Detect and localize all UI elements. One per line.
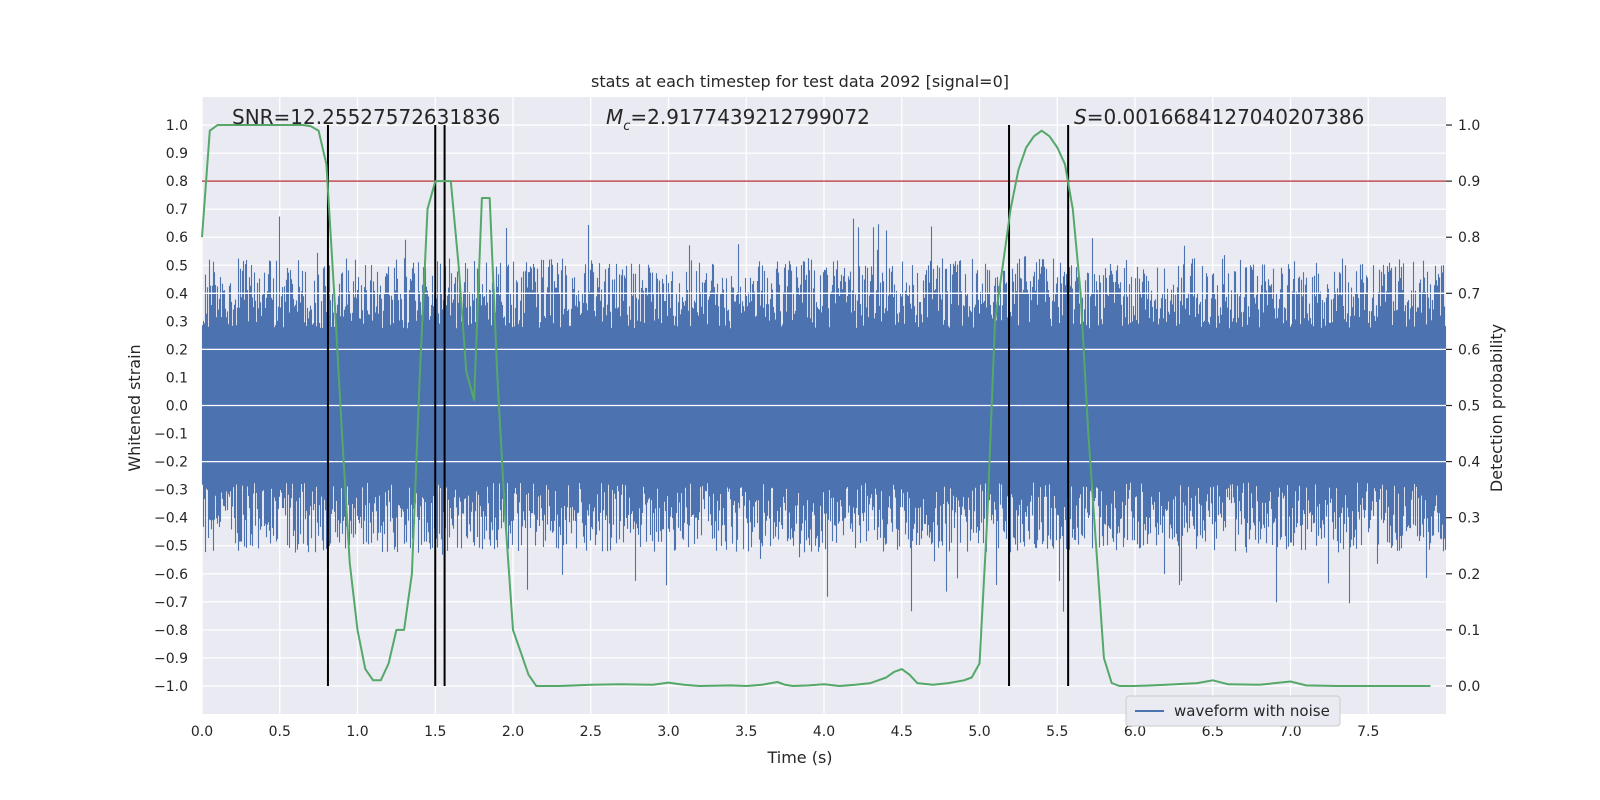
y-left-tick-label: 0.3 [166,314,188,330]
legend: waveform with noise [1125,695,1341,727]
x-tick-label: 7.5 [1357,724,1379,740]
y-left-tick-label: −1.0 [154,679,188,695]
y-axis-right-title: Detection probability [1487,324,1506,492]
x-tick-label: 6.5 [1202,724,1224,740]
y-right-tick-label: 0.7 [1458,286,1480,302]
x-tick-label: 3.0 [657,724,679,740]
chirp-mass-value: =2.9177439212799072 [630,105,869,129]
y-right-tick-label: 0.6 [1458,342,1480,358]
x-tick-label: 3.5 [735,724,757,740]
y-left-tick-label: 0.9 [166,146,188,162]
y-left-tick-label: −0.9 [154,651,188,667]
y-left-tick-label: 0.5 [166,258,188,274]
x-tick-label: 4.0 [813,724,835,740]
y-left-tick-label: −0.3 [154,483,188,499]
chirp-mass-subscript: c [623,119,630,134]
chirp-mass-symbol: M [606,105,623,129]
y-left-tick-label: 0.8 [166,174,188,190]
x-tick-label: 0.5 [269,724,291,740]
y-left-tick-label: 0.7 [166,202,188,218]
x-tick-label: 1.5 [424,724,446,740]
y-left-tick-label: −0.6 [154,567,188,583]
x-axis-title: Time (s) [766,748,832,767]
y-left-tick-label: 0.0 [166,399,188,415]
x-axis-ticks: 0.0 0.5 1.0 1.5 2.0 2.5 3.0 3.5 4.0 4.5 5.0 5.5 6.0 6… [191,724,1380,740]
waveform-series [201,216,1447,612]
x-tick-label: 1.0 [346,724,368,740]
y-left-tick-label: 0.6 [166,230,188,246]
y-axis-left-title: Whitened strain [125,344,144,471]
y-right-tick-label: 0.8 [1458,230,1480,246]
s-symbol: S [1074,105,1087,129]
chart-title: stats at each timestep for test data 209… [591,72,1009,91]
y-right-tick-label: 0.9 [1458,174,1480,190]
s-value: =0.0016684127040207386 [1087,105,1365,129]
y-right-tick-label: 0.0 [1458,679,1480,695]
y-right-tick-label: 1.0 [1458,118,1480,134]
y-right-tick-label: 0.3 [1458,511,1480,527]
y-right-tick-label: 0.4 [1458,455,1480,471]
legend-box [1125,695,1341,727]
y-left-tick-label: −0.4 [154,511,188,527]
y-left-tick-label: −0.2 [154,455,188,471]
y-left-tick-label: −0.5 [154,539,188,555]
y-right-tick-label: 0.5 [1458,399,1480,415]
y-left-tick-label: −0.1 [154,427,188,443]
snr-annotation: SNR=12.25527572631836 [232,105,500,129]
x-tick-label: 6.0 [1124,724,1146,740]
y-left-tick-label: 1.0 [166,118,188,134]
legend-label: waveform with noise [1174,702,1330,720]
x-tick-label: 5.5 [1046,724,1068,740]
y-right-tick-label: 0.2 [1458,567,1480,583]
probability-points [201,125,1431,686]
y-axis-left-ticks: 1.0 0.9 0.8 0.7 0.6 0.5 0.4 0.3 0.2 0.1 0.0 −0.1 −0.… [154,118,188,695]
x-tick-label: 2.5 [580,724,602,740]
probability-series-line [201,124,1431,687]
x-tick-label: 5.0 [968,724,990,740]
chirp-mass-annotation: Mc=2.9177439212799072 [606,105,870,134]
x-tick-label: 0.0 [191,724,213,740]
y-left-tick-label: −0.7 [154,595,188,611]
y-axis-right-ticks: 1.0 0.9 0.8 0.7 0.6 0.5 0.4 0.3 0.2 0.1 0.0 [1446,118,1480,695]
y-left-tick-label: −0.8 [154,623,188,639]
y-left-tick-label: 0.4 [166,286,188,302]
x-tick-label: 7.0 [1279,724,1301,740]
x-tick-label: 4.5 [891,724,913,740]
y-left-tick-label: 0.1 [166,370,188,386]
y-left-tick-label: 0.2 [166,342,188,358]
x-tick-label: 2.0 [502,724,524,740]
y-right-tick-label: 0.1 [1458,623,1480,639]
s-annotation: S=0.0016684127040207386 [1074,105,1364,129]
